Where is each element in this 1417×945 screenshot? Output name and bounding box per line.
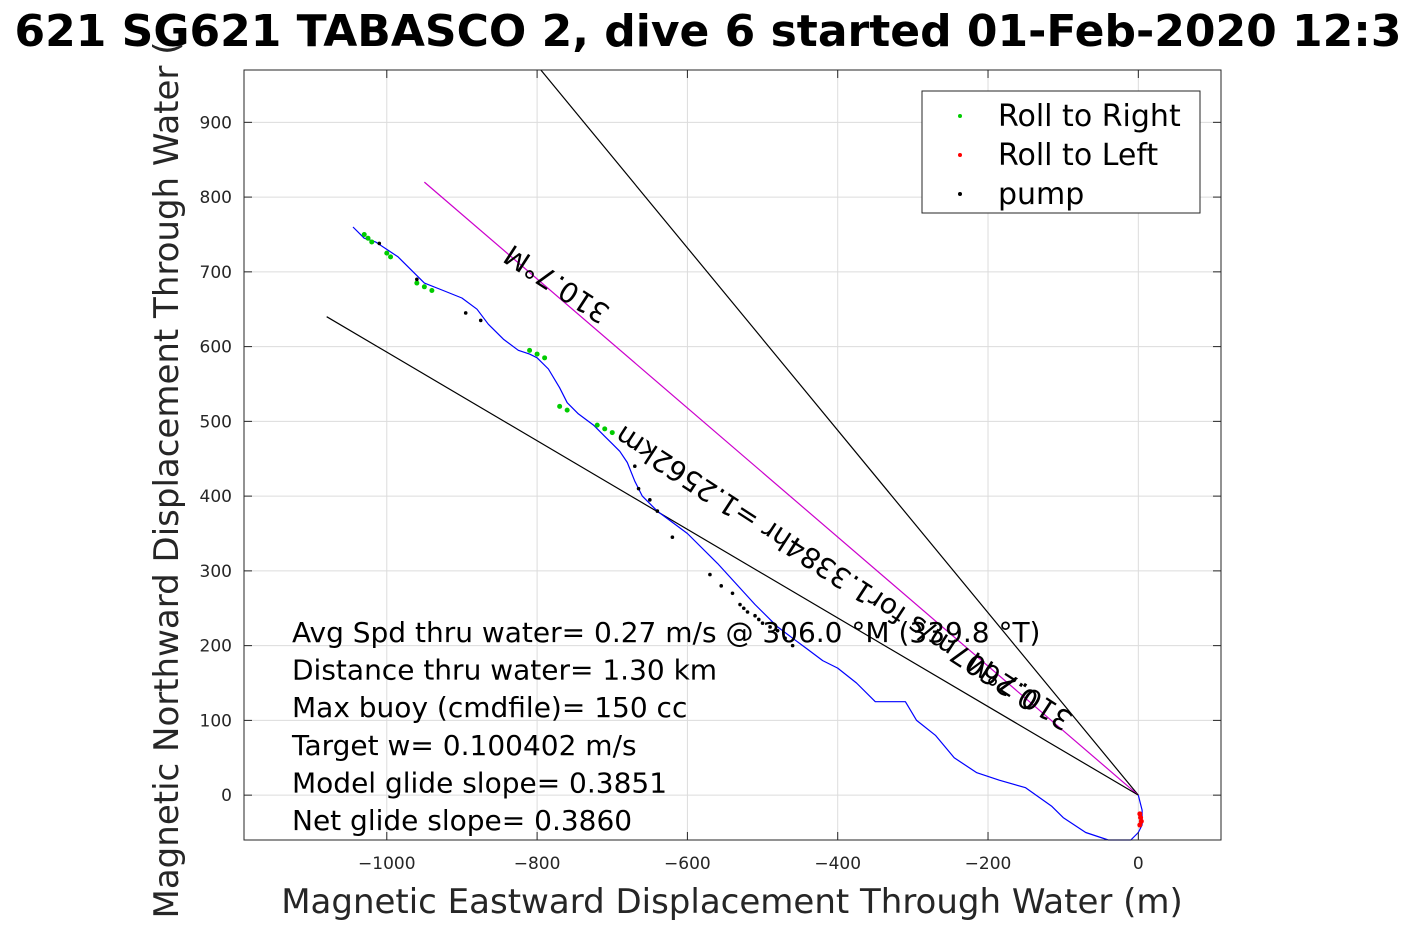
roll-right-point <box>388 254 394 260</box>
pump-point <box>670 535 675 540</box>
plot-border <box>243 69 1222 841</box>
pump-point <box>478 318 483 323</box>
pump-point <box>463 311 468 315</box>
roll-right-point <box>414 280 420 286</box>
roll-right-point <box>365 235 371 241</box>
pump-point <box>757 617 761 622</box>
roll-right-point <box>557 403 563 409</box>
roll-right-point <box>542 355 548 361</box>
x-tick-label: −200 <box>965 854 1012 874</box>
pump-point <box>741 606 746 611</box>
roll-right-point <box>602 426 608 432</box>
track-markers <box>361 231 1144 828</box>
pump-point <box>775 628 780 633</box>
pump-point <box>745 610 750 614</box>
y-tick-label: 200 <box>200 637 232 657</box>
pump-point <box>377 241 382 246</box>
roll-left-point <box>1137 822 1143 828</box>
annotation-line: Target w= 0.100402 m/s <box>291 729 637 762</box>
reference-line-0 <box>540 70 1139 796</box>
y-tick-label: 0 <box>221 786 232 806</box>
legend: Roll to Right Roll to Left pump <box>921 90 1201 214</box>
pump-point <box>415 277 419 282</box>
x-tick-label: −600 <box>664 854 711 874</box>
annotation-line: Model glide slope= 0.3851 <box>292 766 667 799</box>
reference-line-2 <box>326 316 1139 796</box>
y-tick-label: 900 <box>200 113 232 133</box>
y-tick-label: 500 <box>200 412 232 432</box>
legend-marker <box>958 153 962 157</box>
pump-point <box>655 509 660 513</box>
x-axis-label: Magnetic Eastward Displacement Through W… <box>281 882 1183 922</box>
legend-label: Roll to Left <box>998 138 1158 173</box>
stats-annotations: Avg Spd thru water= 0.27 m/s @ 306.0 °M … <box>291 616 1040 837</box>
annotation-line: Avg Spd thru water= 0.27 m/s @ 306.0 °M … <box>292 616 1040 649</box>
legend-box <box>921 90 1201 214</box>
roll-right-point <box>527 347 533 353</box>
roll-right-point <box>594 422 600 428</box>
legend-label: Roll to Right <box>998 99 1181 134</box>
y-tick-label: 300 <box>200 562 232 582</box>
pump-point <box>708 572 712 577</box>
grid-lines <box>244 70 1221 840</box>
pump-point <box>738 602 742 607</box>
roll-left-point <box>1138 815 1144 821</box>
x-tick-label: −400 <box>814 854 861 874</box>
roll-left-point <box>1138 818 1144 824</box>
pump-point <box>636 486 641 491</box>
roll-right-point <box>609 430 615 436</box>
y-tick-label: 800 <box>200 188 232 208</box>
roll-right-point <box>361 231 367 237</box>
pump-point <box>760 621 765 626</box>
y-tick-label: 600 <box>200 338 232 358</box>
pump-point <box>730 591 735 596</box>
pump-point <box>633 464 637 469</box>
pump-point <box>753 613 757 618</box>
roll-right-point <box>534 351 540 357</box>
legend-marker <box>958 192 962 196</box>
pump-point <box>768 625 772 629</box>
reference-lines <box>326 70 1139 796</box>
x-tick-label: 0 <box>1133 854 1144 874</box>
glider-track <box>352 226 1143 841</box>
pump-point <box>783 636 787 640</box>
roll-right-point <box>384 250 390 256</box>
roll-right-point <box>564 407 570 413</box>
y-tick-label: 100 <box>200 711 232 731</box>
y-tick-label: 400 <box>200 487 232 507</box>
x-tick-label: −800 <box>514 854 561 874</box>
x-tick-label: −1000 <box>358 854 416 874</box>
track-line <box>352 226 1143 841</box>
roll-right-point <box>369 239 375 245</box>
roll-right-point <box>429 288 435 294</box>
roll-right-point <box>421 284 427 290</box>
legend-label: pump <box>998 177 1084 212</box>
y-axis-label: Magnetic Northward Displacement Through … <box>147 42 187 919</box>
y-tick-label: 700 <box>200 263 232 283</box>
reference-line-1 <box>423 181 1139 796</box>
axis-ticks: −1000 −800 −600 −400 −200 0 0 100 200 300 400 500 60… <box>200 70 1221 874</box>
pump-point <box>648 498 652 502</box>
annotation-line: Max buoy (cmdfile)= 150 cc <box>292 691 687 724</box>
pump-point <box>790 643 795 648</box>
legend-marker <box>958 114 962 118</box>
roll-left-point <box>1137 811 1143 817</box>
annotation-line: Net glide slope= 0.3860 <box>292 804 632 837</box>
pump-point <box>719 584 724 588</box>
chart-title: 621 SG621 TABASCO 2, dive 6 started 01-F… <box>15 6 1402 57</box>
annotation-line: Distance thru water= 1.30 km <box>292 654 717 687</box>
